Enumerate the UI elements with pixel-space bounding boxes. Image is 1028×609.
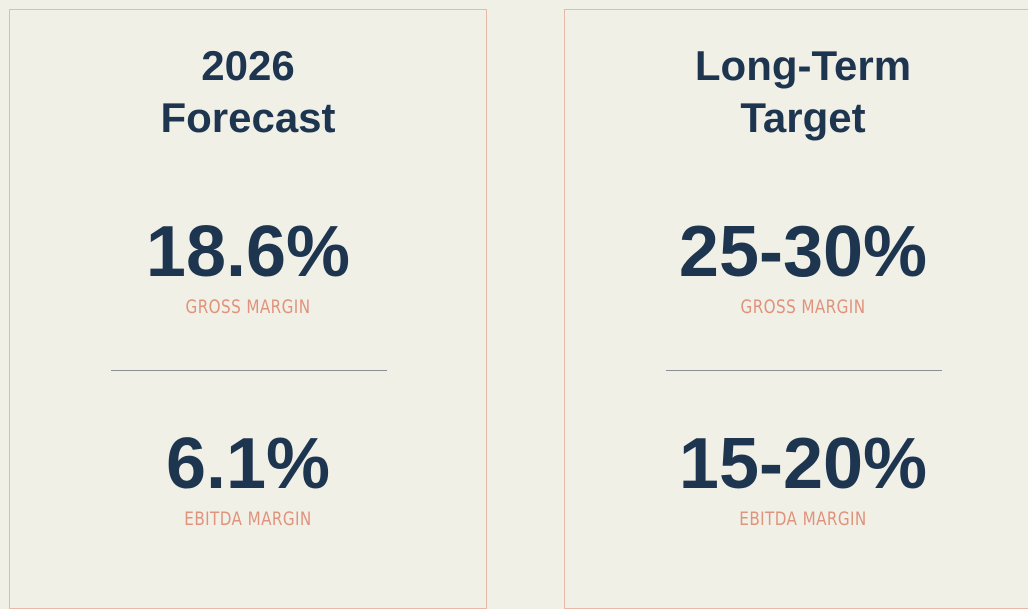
metric-label: GROSS MARGIN <box>740 296 866 318</box>
title-line: 2026 <box>201 42 295 89</box>
panel: Long-Term Target 25-30% GROSS MARGIN 15-20% E… <box>564 9 1028 609</box>
divider <box>666 370 942 371</box>
title-line: Long-Term <box>694 42 912 89</box>
title-line: Forecast <box>160 94 336 141</box>
metric-value: 25-30% <box>678 212 928 292</box>
metric-label: EBITDA MARGIN <box>739 508 867 530</box>
title-line: Target <box>740 94 866 141</box>
metric-label: GROSS MARGIN <box>185 296 311 318</box>
panel-title: Long-Term Target <box>565 40 1028 144</box>
metric-value: 6.1% <box>165 424 331 504</box>
divider <box>111 370 387 371</box>
metric-label: EBITDA MARGIN <box>184 508 312 530</box>
metric-value: 18.6% <box>145 212 351 292</box>
panel: 2026 Forecast 18.6% GROSS MARGIN 6.1% EBITDA … <box>9 9 487 609</box>
page: 2026 Forecast 18.6% GROSS MARGIN 6.1% EBITDA … <box>9 9 1028 609</box>
metric-value: 15-20% <box>678 424 928 504</box>
panel-title: 2026 Forecast <box>10 40 486 144</box>
